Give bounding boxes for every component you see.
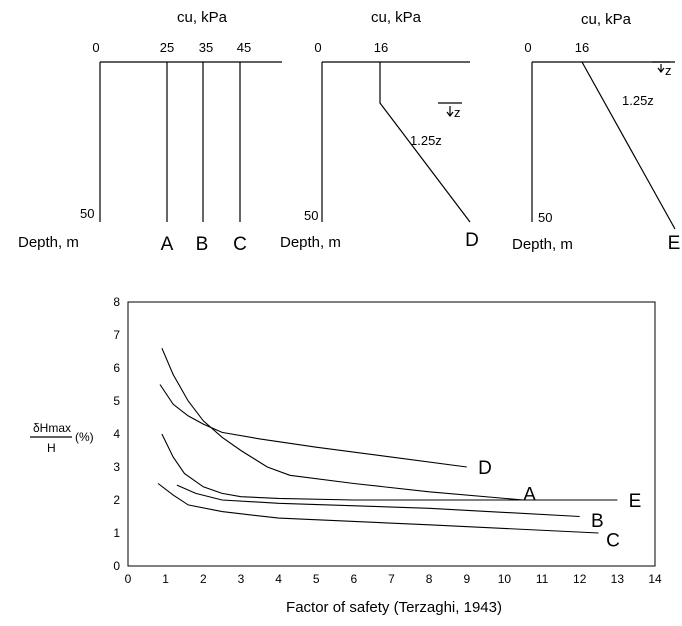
x-tick-label: 5 <box>313 572 320 586</box>
panel2-depth-label: Depth, m <box>280 234 341 251</box>
x-tick-label: 11 <box>536 572 549 586</box>
x-tick-label: 9 <box>463 572 470 586</box>
x-tick-label: 2 <box>200 572 207 586</box>
y-tick-labels: 0 1 2 3 4 5 6 7 8 <box>113 295 120 573</box>
panel2-tick-0: 0 <box>314 40 321 55</box>
profile-letter-a: A <box>161 234 174 255</box>
plot-area-frame <box>127 301 656 567</box>
series-labels: D A E BC <box>478 458 641 552</box>
panel2-depth-value: 50 <box>304 208 318 223</box>
y-tick-label: 7 <box>113 328 120 342</box>
y-axis-label-denominator: H <box>47 441 56 455</box>
y-tick-label: 2 <box>113 493 120 507</box>
chart-series <box>157 347 618 534</box>
profile-letter-c: C <box>233 234 247 255</box>
series-line-d <box>159 384 467 468</box>
panel3-tick-16: 16 <box>575 40 589 55</box>
series-line-b <box>176 484 580 518</box>
x-tick-label: 7 <box>388 572 395 586</box>
series-label-b: B <box>591 511 604 532</box>
y-tick-label: 1 <box>113 526 120 540</box>
profile-panel-e: cu, kPa 0 16 z 1.25z 50 Depth, m E <box>512 11 680 254</box>
x-tick-label: 6 <box>351 572 358 586</box>
panel1-tick-0: 0 <box>92 40 99 55</box>
panel1-tick-25: 25 <box>160 40 174 55</box>
profile-letter-e: E <box>668 233 681 254</box>
panel3-tick-0: 0 <box>524 40 531 55</box>
water-table-symbol-d <box>438 102 462 117</box>
y-tick-label: 5 <box>113 394 120 408</box>
y-axis-label-numerator: δHmax <box>33 421 71 435</box>
panel2-tick-16: 16 <box>374 40 388 55</box>
y-axis-label: δHmax H (%) <box>30 421 94 455</box>
series-label-e: E <box>629 491 642 512</box>
profile-letter-d: D <box>465 230 479 251</box>
x-tick-label: 3 <box>238 572 245 586</box>
x-tick-label: 0 <box>125 572 132 586</box>
profile-panel-abc: cu, kPa 0 25 35 45 50 Depth, m A B C <box>18 9 282 255</box>
series-line-c <box>157 483 599 534</box>
series-label-d: D <box>478 458 492 479</box>
panel2-gradient-label: 1.25z <box>410 133 442 148</box>
y-tick-label: 4 <box>113 427 120 441</box>
series-line-e <box>161 433 618 501</box>
x-tick-label: 4 <box>275 572 282 586</box>
panel1-tick-45: 45 <box>237 40 251 55</box>
y-tick-label: 3 <box>113 460 120 474</box>
x-tick-label: 10 <box>498 572 512 586</box>
x-tick-label: 14 <box>648 572 662 586</box>
x-tick-label: 8 <box>426 572 433 586</box>
panel1-tick-35: 35 <box>199 40 213 55</box>
panel3-gradient-label: 1.25z <box>622 93 654 108</box>
profile-letter-b: B <box>196 234 209 255</box>
profile-line-e <box>581 61 676 230</box>
y-tick-label: 0 <box>113 559 120 573</box>
profile-panel-d: cu, kPa 0 16 z 1.25z 50 Depth, m D <box>280 9 479 251</box>
panel2-z-label: z <box>454 105 461 120</box>
panel1-depth-value: 50 <box>80 206 94 221</box>
x-axis-label: Factor of safety (Terzaghi, 1943) <box>286 599 502 616</box>
series-line-a <box>161 347 580 501</box>
series-label-a: A <box>523 484 536 505</box>
panel3-depth-value: 50 <box>538 210 552 225</box>
x-tick-labels: 0 1 2 3 4 5 6 7 8 9 10 11 12 13 14 <box>125 572 662 586</box>
series-label-c: C <box>606 531 620 552</box>
profile-line-d <box>379 62 471 223</box>
x-tick-label: 12 <box>573 572 587 586</box>
x-tick-label: 13 <box>611 572 625 586</box>
panel3-z-label: z <box>665 63 672 78</box>
panel3-depth-label: Depth, m <box>512 236 573 253</box>
y-tick-label: 8 <box>113 295 120 309</box>
water-table-symbol-e <box>652 61 670 73</box>
y-tick-label: 6 <box>113 361 120 375</box>
x-tick-label: 1 <box>162 572 169 586</box>
panel1-title: cu, kPa <box>177 9 228 26</box>
panel3-title: cu, kPa <box>581 11 632 28</box>
panel1-depth-label: Depth, m <box>18 234 79 251</box>
y-axis-label-suffix: (%) <box>75 430 94 444</box>
panel2-title: cu, kPa <box>371 9 422 26</box>
